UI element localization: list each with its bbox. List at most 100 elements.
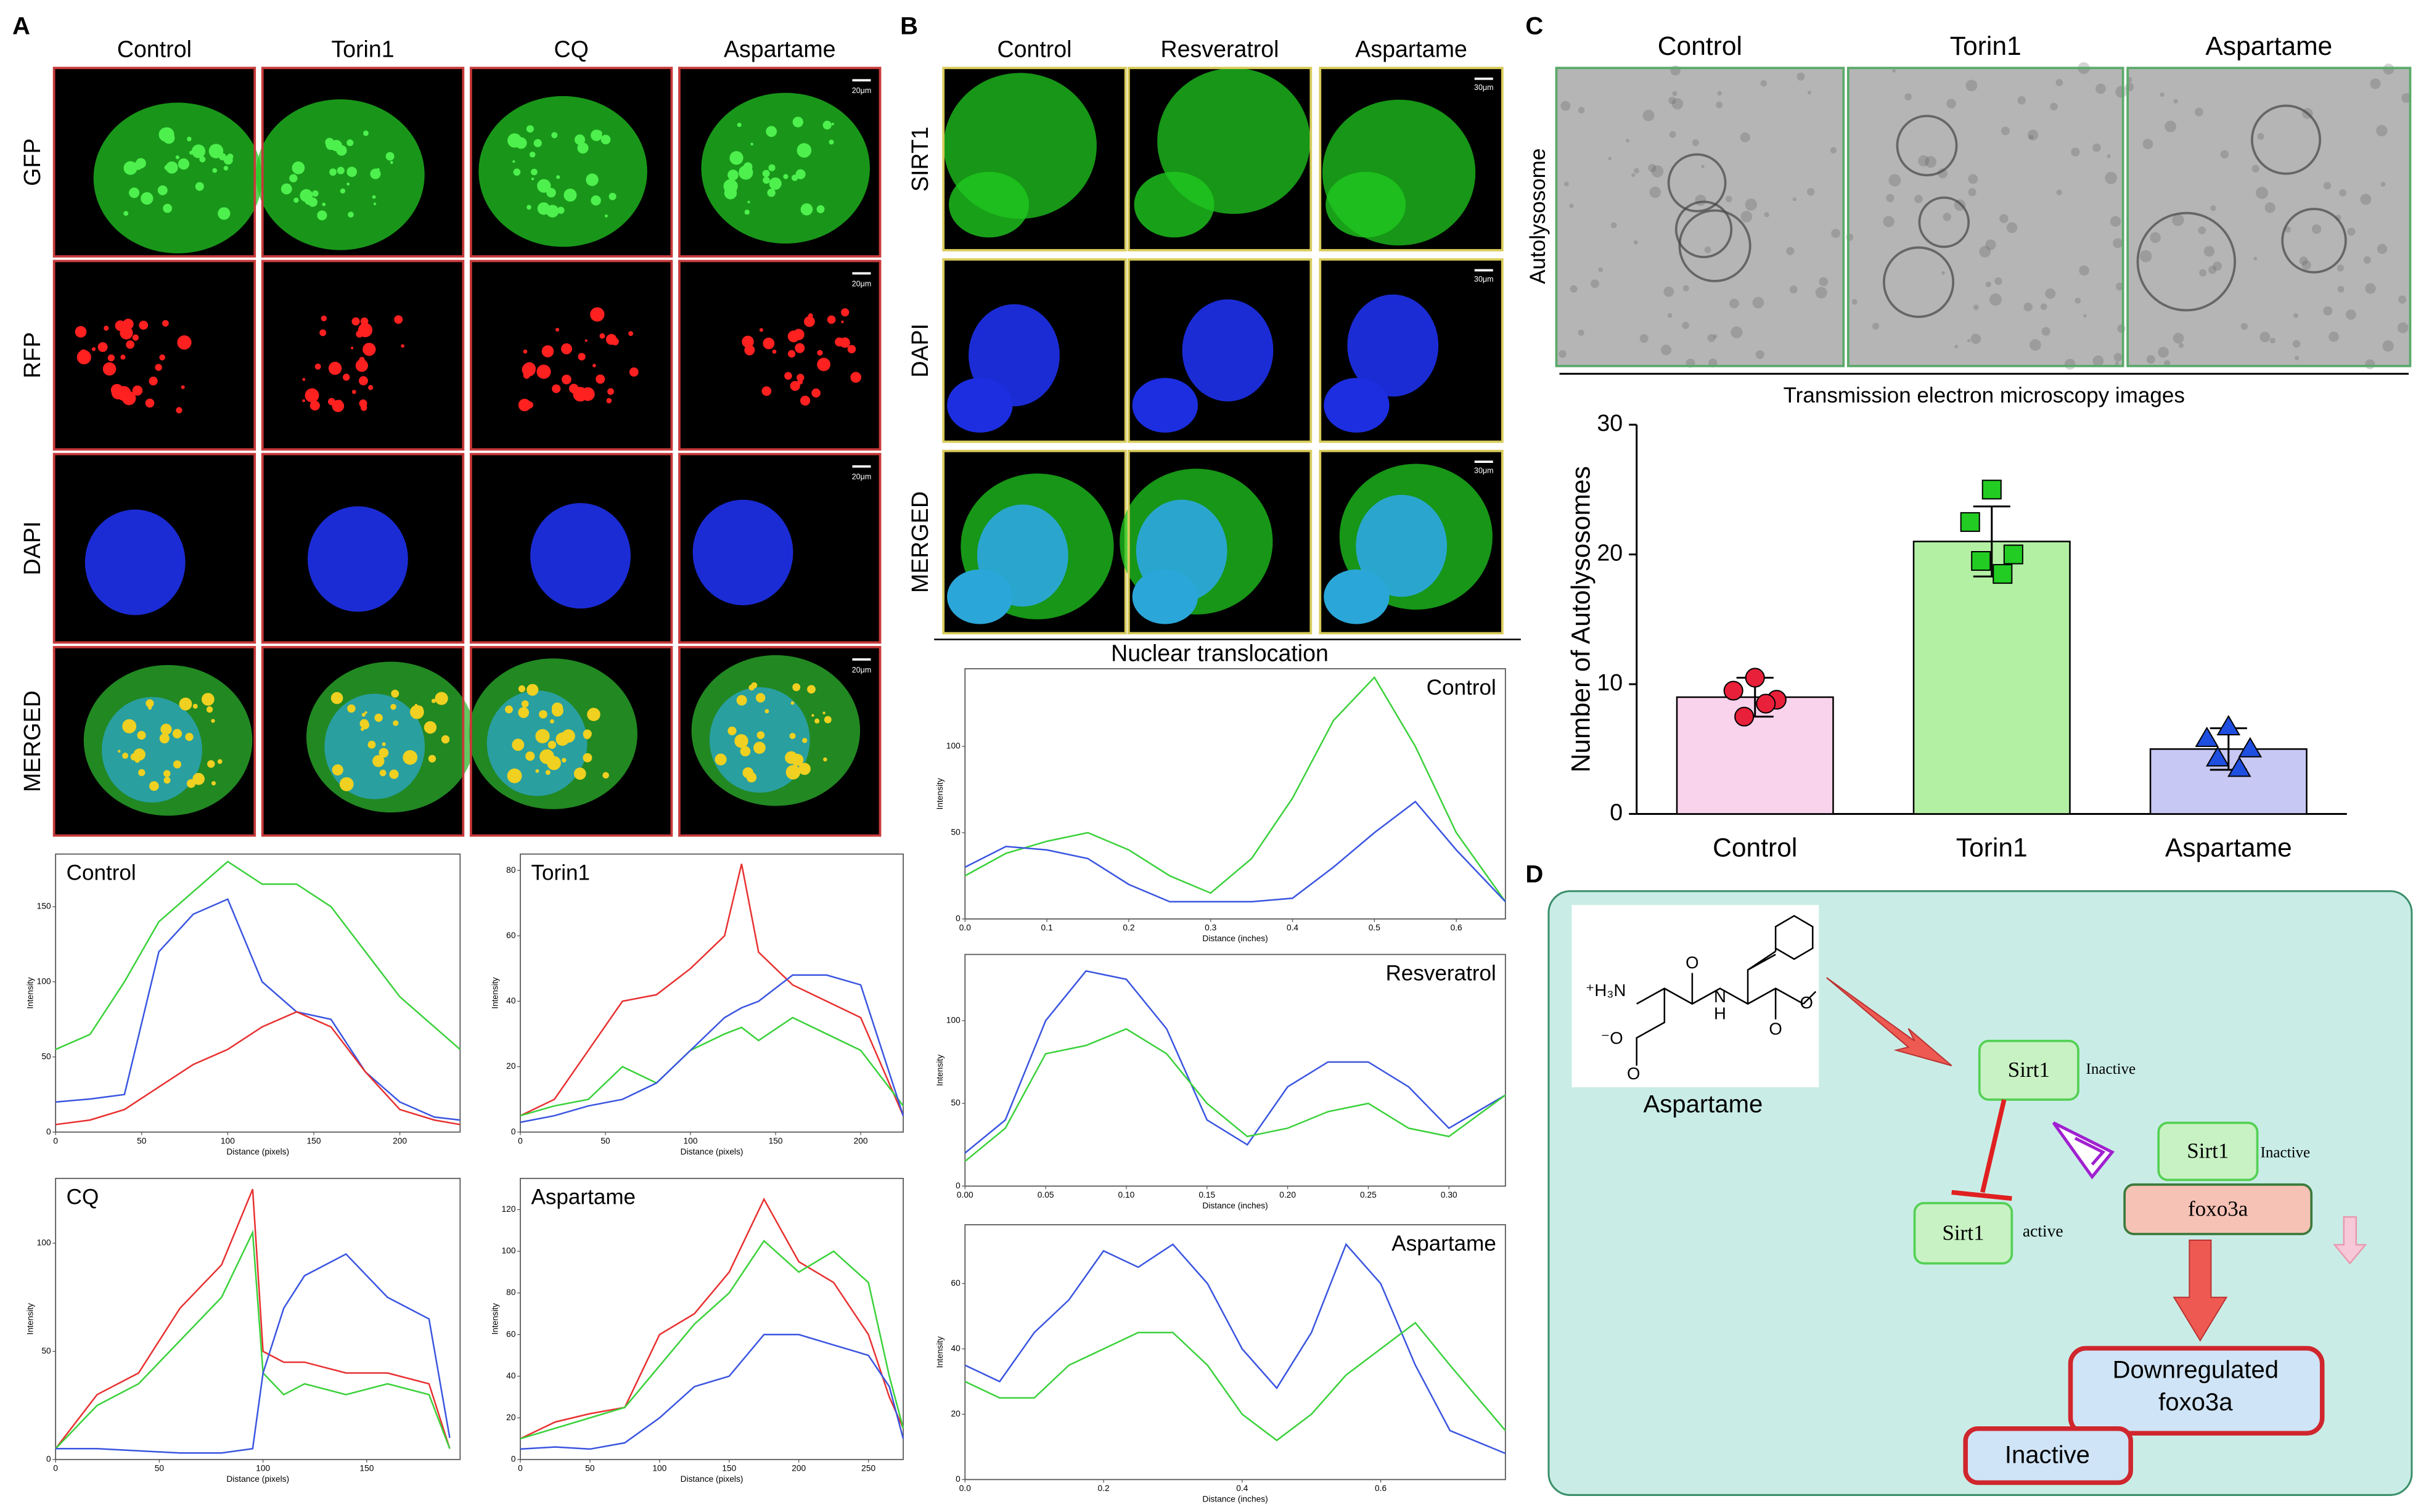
texture	[2001, 126, 2010, 136]
x-tick-label: 100	[684, 1136, 698, 1145]
texture	[2095, 83, 2106, 94]
texture	[2370, 78, 2381, 89]
texture	[1578, 107, 1585, 114]
node-label: Sirt1	[1942, 1220, 1984, 1244]
state-label: active	[2023, 1221, 2063, 1240]
profile-line	[520, 864, 904, 1117]
nucleus	[947, 569, 1013, 624]
y-tick-label: 20	[1597, 539, 1623, 565]
y-tick-label: 100	[502, 1246, 516, 1256]
x-tick-label: 0	[53, 1136, 58, 1145]
texture	[2376, 125, 2388, 137]
texture	[2199, 269, 2207, 277]
puncta	[208, 144, 224, 158]
vesicle	[1674, 200, 1733, 258]
puncta	[608, 192, 617, 200]
puncta	[823, 757, 827, 762]
x-tick-label: 100	[221, 1136, 235, 1145]
texture	[2092, 355, 2104, 367]
puncta	[138, 769, 145, 777]
row-label: MERGED	[907, 491, 933, 593]
texture	[1946, 99, 1956, 109]
puncta	[329, 168, 337, 176]
column-header: Control	[1658, 31, 1742, 61]
micrograph-border	[678, 452, 882, 644]
puncta	[551, 705, 563, 717]
puncta	[768, 164, 776, 171]
puncta	[385, 152, 395, 161]
molecule-bonds	[1636, 915, 1817, 1066]
y-tick-label: 60	[951, 1278, 961, 1288]
texture	[2208, 266, 2217, 274]
vesicle	[2136, 211, 2237, 312]
texture	[2255, 186, 2268, 199]
cell	[1325, 171, 1406, 238]
texture	[2345, 309, 2356, 320]
vesicle	[1678, 209, 1751, 282]
puncta	[217, 759, 223, 764]
puncta	[129, 187, 140, 198]
x-tick-label: 200	[854, 1136, 868, 1145]
texture	[1725, 195, 1732, 203]
micrograph-bg	[679, 261, 880, 450]
puncta	[552, 384, 561, 393]
x-tick-label: 0.6	[1375, 1484, 1387, 1493]
puncta	[521, 141, 525, 145]
texture	[2045, 288, 2056, 299]
puncta	[364, 711, 367, 714]
texture	[1610, 222, 1617, 229]
texture	[1806, 188, 1815, 196]
x-tick-label: 150	[769, 1136, 783, 1145]
micrograph-border	[678, 259, 882, 451]
puncta	[591, 129, 602, 141]
puncta	[223, 165, 229, 171]
plot-frame	[964, 954, 1506, 1187]
micrograph-border	[52, 67, 256, 258]
texture	[1954, 345, 1959, 349]
profile-line	[964, 676, 1506, 902]
y-tick-label: 80	[506, 865, 516, 875]
puncta	[526, 125, 534, 133]
texture	[2293, 313, 2299, 319]
puncta	[367, 740, 376, 749]
micrograph-border	[942, 67, 1127, 251]
micrograph-bg	[1848, 68, 2123, 366]
puncta	[523, 349, 528, 354]
panel-label: D	[1525, 860, 1543, 888]
puncta	[766, 126, 777, 137]
data-point	[1971, 551, 1991, 571]
y-tick-label: 100	[37, 976, 51, 986]
puncta	[715, 753, 727, 766]
puncta	[790, 380, 800, 391]
texture	[2178, 343, 2184, 348]
texture	[1994, 277, 2002, 285]
puncta	[372, 755, 385, 767]
puncta	[591, 195, 601, 206]
subtitle: Nuclear translocation	[1111, 640, 1329, 666]
plot-frame	[964, 1224, 1506, 1481]
puncta	[822, 711, 825, 714]
puncta	[592, 364, 596, 367]
puncta	[363, 130, 369, 136]
puncta	[141, 192, 154, 205]
puncta	[281, 183, 292, 195]
puncta	[773, 184, 778, 188]
texture	[2198, 226, 2206, 235]
puncta	[223, 155, 233, 165]
puncta	[191, 144, 206, 158]
puncta	[337, 399, 342, 404]
puncta	[581, 387, 595, 401]
profile-line	[964, 800, 1506, 903]
y-tick-label: 100	[946, 1015, 961, 1024]
vesicle	[2251, 104, 2322, 175]
puncta	[403, 750, 418, 765]
arrow	[2333, 1216, 2367, 1265]
node	[1963, 1426, 2133, 1485]
x-tick-label: 50	[600, 1136, 610, 1145]
y-tick-label: 80	[506, 1288, 516, 1297]
puncta	[360, 317, 369, 325]
y-axis-label: Intensity	[491, 1303, 500, 1334]
scale-bar-label: 20μm	[852, 666, 872, 674]
puncta	[531, 177, 535, 181]
texture	[2397, 322, 2409, 333]
